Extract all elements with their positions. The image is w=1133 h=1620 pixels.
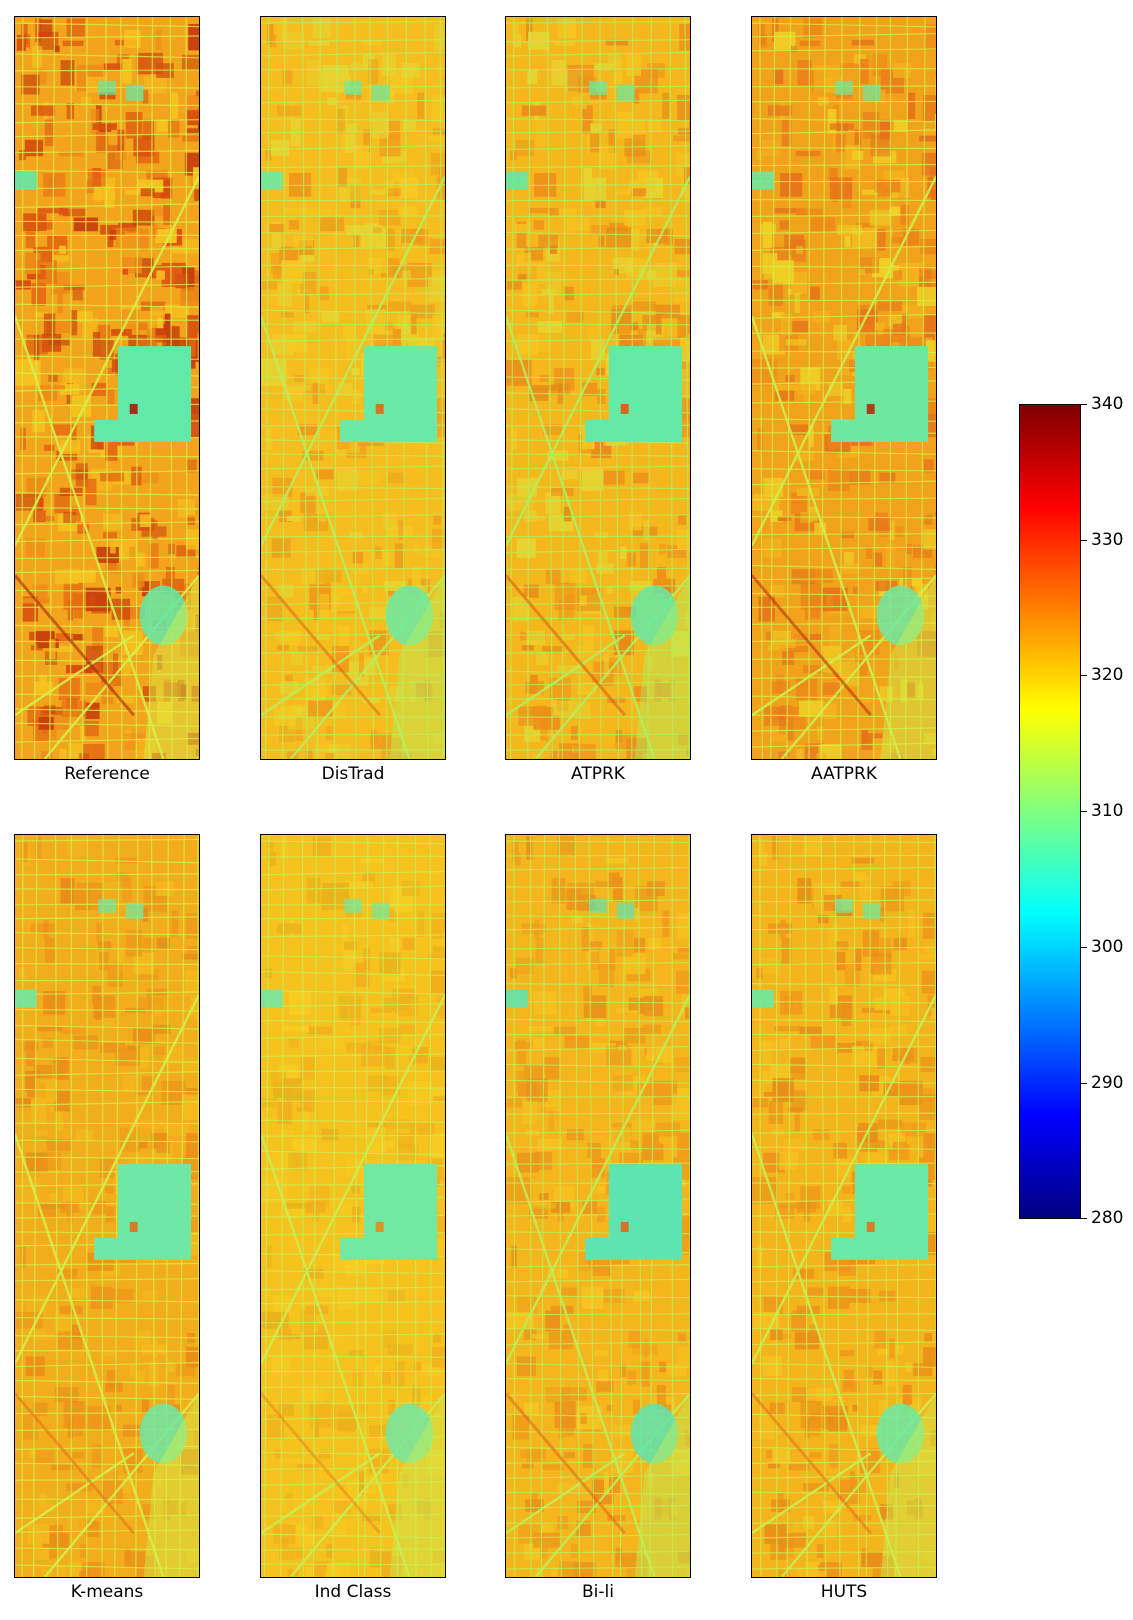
map-image (506, 17, 690, 759)
panel-label-kmeans: K-means (70, 1582, 144, 1602)
colorbar-tick-label: 310 (1091, 801, 1124, 821)
map-image (261, 835, 445, 1577)
map-panel-indclass (260, 834, 446, 1578)
map-panel-reference (14, 16, 200, 760)
colorbar-tick-label: 320 (1091, 665, 1124, 685)
colorbar-tick (1081, 947, 1087, 948)
map-image (506, 835, 690, 1577)
map-image (261, 17, 445, 759)
map-panel-kmeans (14, 834, 200, 1578)
colorbar-tick-label: 330 (1091, 530, 1124, 550)
colorbar (1019, 404, 1081, 1219)
panel-label-distrad: DisTrad (321, 764, 385, 784)
colorbar-tick (1081, 404, 1087, 405)
colorbar-tick (1081, 1218, 1087, 1219)
map-image (15, 835, 199, 1577)
map-panel-huts (751, 834, 937, 1578)
map-panel-aatprk (751, 16, 937, 760)
map-panel-atprk (505, 16, 691, 760)
colorbar-tick-label: 280 (1091, 1208, 1124, 1228)
map-panel-distrad (260, 16, 446, 760)
panel-label-indclass: Ind Class (314, 1582, 392, 1602)
colorbar-tick (1081, 675, 1087, 676)
map-image (752, 17, 936, 759)
colorbar-tick (1081, 1083, 1087, 1084)
panel-label-atprk: ATPRK (571, 764, 625, 784)
panel-label-bili: Bi-li (582, 1582, 614, 1602)
map-image (752, 835, 936, 1577)
map-panel-bili (505, 834, 691, 1578)
panel-label-aatprk: AATPRK (810, 764, 877, 784)
colorbar-tick (1081, 811, 1087, 812)
panel-label-huts: HUTS (820, 1582, 868, 1602)
colorbar-tick (1081, 540, 1087, 541)
colorbar-tick-label: 340 (1091, 394, 1124, 414)
colorbar-tick-label: 290 (1091, 1073, 1124, 1093)
panel-label-reference: Reference (64, 764, 150, 784)
colorbar-tick-label: 300 (1091, 937, 1124, 957)
map-image (15, 17, 199, 759)
